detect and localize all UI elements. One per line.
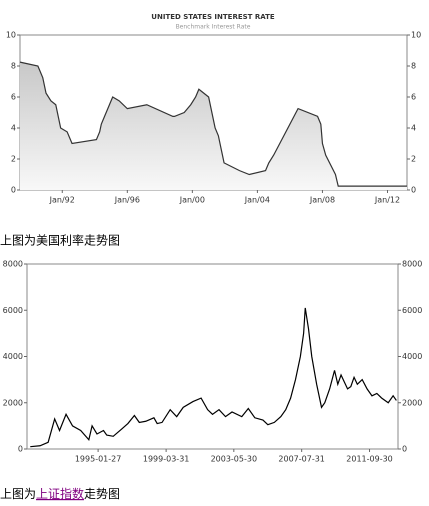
y-tick-label: 4000 bbox=[3, 352, 23, 361]
y-tick-label: 4 bbox=[11, 124, 16, 133]
area bbox=[20, 62, 407, 190]
y-tick-label: 6 bbox=[11, 93, 16, 102]
y2-tick-label: 4 bbox=[411, 124, 416, 133]
y2-tick-label: 6 bbox=[411, 93, 416, 102]
x-tick-label: 2003-05-30 bbox=[211, 455, 258, 464]
y-tick-label: 6000 bbox=[3, 306, 23, 315]
x-tick-label: 1995-01-27 bbox=[75, 455, 122, 464]
x-tick-label: 1999-03-31 bbox=[143, 455, 190, 464]
plot-frame bbox=[26, 263, 399, 450]
y-tick-label: 8000 bbox=[3, 260, 23, 269]
x-tick-label: Jan/00 bbox=[179, 196, 205, 205]
x-tick-label: Jan/96 bbox=[114, 196, 140, 205]
y2-tick-label: 6000 bbox=[402, 306, 422, 315]
x-tick-label: Jan/92 bbox=[49, 196, 75, 205]
y2-tick-label: 10 bbox=[411, 31, 421, 40]
x-tick-label: 2011-09-30 bbox=[346, 455, 393, 464]
y2-tick-label: 8 bbox=[411, 62, 416, 71]
y-tick-label: 2 bbox=[11, 155, 16, 164]
link[interactable]: 上证指数 bbox=[36, 486, 84, 501]
caption: 上图为美国利率走势图 bbox=[0, 233, 120, 248]
y2-tick-label: 4000 bbox=[402, 352, 422, 361]
x-tick-label: 2007-07-31 bbox=[278, 455, 325, 464]
chart-title: UNITED STATES INTEREST RATE bbox=[151, 13, 275, 21]
y-tick-label: 2000 bbox=[3, 398, 23, 407]
x-tick-label: Jan/12 bbox=[374, 196, 400, 205]
chart-subtitle: Benchmark Interest Rate bbox=[176, 24, 251, 31]
x-tick-label: Jan/04 bbox=[244, 196, 270, 205]
y2-tick-label: 0 bbox=[411, 186, 416, 195]
x-tick-label: Jan/08 bbox=[309, 196, 335, 205]
caption-text: 上图为 bbox=[0, 487, 36, 501]
y2-tick-label: 8000 bbox=[402, 260, 422, 269]
y2-tick-label: 2000 bbox=[402, 398, 422, 407]
line bbox=[30, 307, 397, 448]
line bbox=[19, 61, 407, 187]
y2-tick-label: 0 bbox=[402, 445, 407, 454]
y-tick-label: 10 bbox=[6, 31, 16, 40]
y-tick-label: 0 bbox=[11, 186, 16, 195]
y-tick-label: 8 bbox=[11, 62, 16, 71]
y2-tick-label: 2 bbox=[411, 155, 416, 164]
caption: 上图为上证指数走势图 bbox=[0, 486, 120, 501]
caption-text: 走势图 bbox=[84, 487, 120, 501]
y-tick-label: 0 bbox=[18, 445, 23, 454]
